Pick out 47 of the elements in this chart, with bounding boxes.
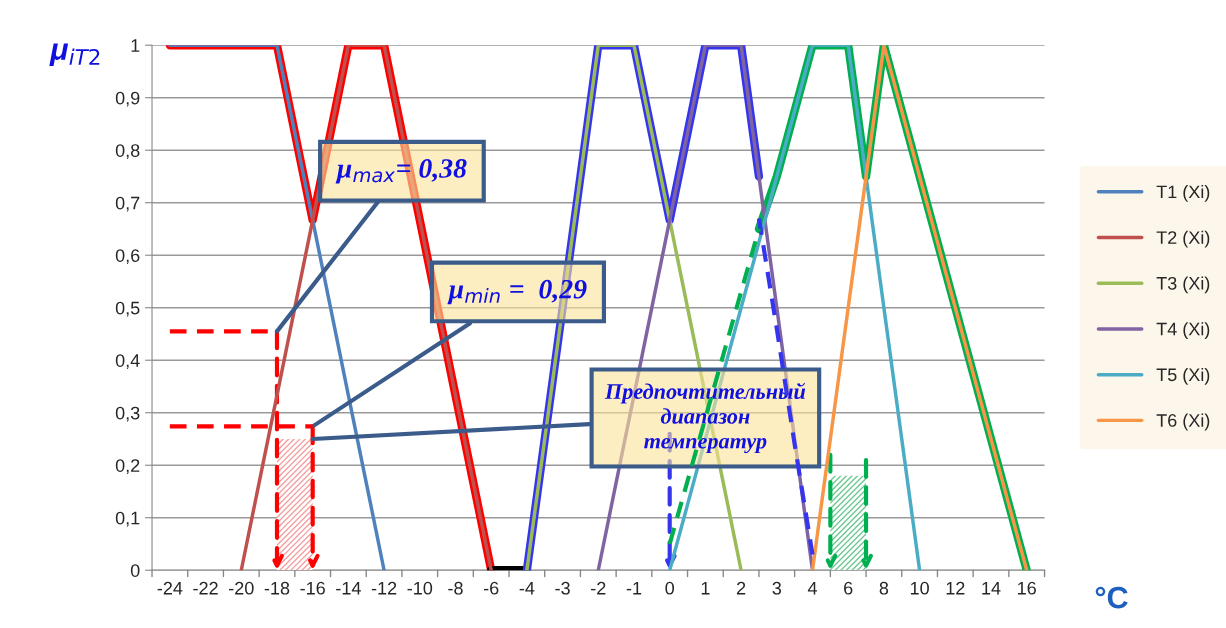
- x-tick-label: -1: [626, 582, 642, 595]
- x-tick-label: -3: [555, 581, 570, 595]
- x-axis-title: °C: [1095, 586, 1128, 609]
- x-tick-label: 10: [910, 581, 929, 595]
- y-tick-label: 0,2: [115, 459, 140, 475]
- annotation: μ$_{max}$= 0,38: [335, 159, 467, 184]
- x-tick-label: 1: [701, 582, 710, 595]
- y-axis-title: μ$_{iT2}$: [49, 43, 100, 67]
- x-tick-label: -20: [229, 581, 254, 595]
- x-tick-label: -12: [371, 581, 397, 595]
- x-tick-label: -6: [483, 581, 499, 595]
- x-tick-label: -22: [193, 581, 218, 595]
- x-tick-label: 3: [772, 581, 782, 595]
- x-tick-label: 14: [982, 582, 1001, 595]
- y-tick-label: 0,6: [115, 249, 140, 265]
- x-tick-label: -14: [336, 582, 361, 595]
- x-tick-label: 2: [736, 581, 746, 595]
- y-tick-label: 0,4: [115, 354, 140, 370]
- x-tick-label: 8: [879, 581, 889, 595]
- legend-label: T1 (Xi): [1156, 185, 1210, 202]
- x-tick-label: -10: [407, 581, 433, 595]
- x-tick-label: -8: [448, 581, 463, 595]
- y-tick-label: 0: [130, 564, 140, 577]
- y-tick-label: 0,1: [115, 511, 140, 527]
- x-tick-label: -24: [157, 581, 183, 595]
- legend-label: T2 (Xi): [1156, 230, 1210, 248]
- annotation: μ$_{min}$ = 0,29: [447, 279, 587, 305]
- y-tick-label: 0,5: [115, 301, 140, 317]
- line-series: [810, 45, 1029, 571]
- legend-label: T4 (Xi): [1156, 322, 1210, 339]
- x-tick-label: 6: [844, 581, 853, 595]
- x-tick-label: 16: [1018, 581, 1036, 595]
- legend-label: T3 (Xi): [1156, 276, 1210, 294]
- x-tick-label: 0: [665, 581, 675, 595]
- y-tick-label: 0,8: [115, 144, 140, 160]
- x-tick-label: -4: [519, 582, 535, 595]
- y-tick-label: 0,7: [115, 196, 140, 212]
- x-tick-label: -18: [264, 581, 290, 595]
- x-tick-label: -2: [591, 581, 606, 595]
- y-tick-label: 0,3: [115, 406, 140, 422]
- x-tick-label: 4: [807, 582, 817, 595]
- y-tick-label: 0,9: [115, 91, 140, 107]
- x-tick-label: 12: [946, 581, 965, 595]
- legend-label: T5 (Xi): [1156, 367, 1210, 385]
- legend-label: T6 (Xi): [1156, 413, 1210, 431]
- x-tick-label: -16: [300, 581, 325, 595]
- y-tick-label: 1: [131, 39, 140, 52]
